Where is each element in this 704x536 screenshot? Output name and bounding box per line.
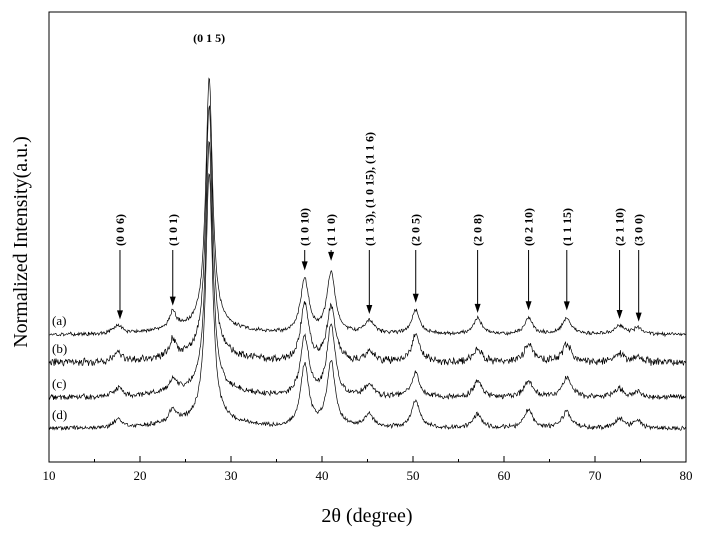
peak-arrow-head — [116, 310, 123, 320]
peak-label: (0 0 6) — [113, 214, 127, 246]
series-label-c: (c) — [52, 376, 66, 391]
x-tick-label: 10 — [43, 468, 56, 483]
peak-annotations: (0 0 6) (1 0 1) (0 1 5) (1 0 10) (1 1 0) (1 1… — [113, 31, 646, 322]
x-tick-label: 40 — [316, 468, 329, 483]
x-tick-label: 20 — [134, 468, 147, 483]
peak-label: (1 1 3), (1 0 15), (1 1 6) — [362, 132, 376, 246]
peak-arrow-head — [301, 261, 308, 271]
series-trace-c — [48, 140, 687, 401]
series-label-a: (a) — [52, 313, 66, 328]
peak-label: (1 0 10) — [298, 208, 312, 246]
peak-arrow-head — [366, 305, 373, 315]
x-axis-title: 2θ (degree) — [321, 505, 412, 527]
peak-label: (2 0 5) — [409, 214, 423, 246]
peak-arrow-head — [563, 301, 570, 311]
y-axis-title: Normalized Intensity(a.u.) — [10, 136, 32, 348]
series-layer — [48, 77, 687, 431]
series-labels: (a) (b) (c) (d) — [52, 313, 67, 422]
peak-label: (1 1 15) — [560, 208, 574, 246]
x-tick-label: 70 — [589, 468, 602, 483]
series-label-b: (b) — [52, 341, 67, 356]
peak-label: (1 0 1) — [166, 214, 180, 246]
peak-arrow-head — [328, 251, 335, 261]
series-trace-d — [48, 172, 687, 431]
peak-label: (2 0 8) — [471, 214, 485, 246]
peak-arrow-head — [474, 303, 481, 313]
x-tick-label: 60 — [498, 468, 511, 483]
peak-arrow-head — [169, 296, 176, 306]
peak-arrow-head — [412, 293, 419, 303]
series-label-d: (d) — [52, 407, 67, 422]
peak-label: (1 1 0) — [324, 214, 338, 246]
peak-arrow-head — [635, 312, 642, 322]
series-trace-b — [48, 105, 687, 367]
series-trace-a — [48, 77, 687, 338]
x-tick-label: 30 — [225, 468, 238, 483]
x-tick-label: 50 — [407, 468, 420, 483]
peak-arrow-head — [525, 301, 532, 311]
x-tick-label: 80 — [680, 468, 693, 483]
peak-label: (3 0 0) — [632, 214, 646, 246]
peak-arrow-head — [616, 310, 623, 320]
x-axis-ticks: 10 20 30 40 50 60 70 80 — [43, 456, 693, 483]
peak-label: (0 2 10) — [522, 208, 536, 246]
peak-label: (0 1 5) — [193, 31, 225, 45]
peak-label: (2 1 10) — [613, 208, 627, 246]
